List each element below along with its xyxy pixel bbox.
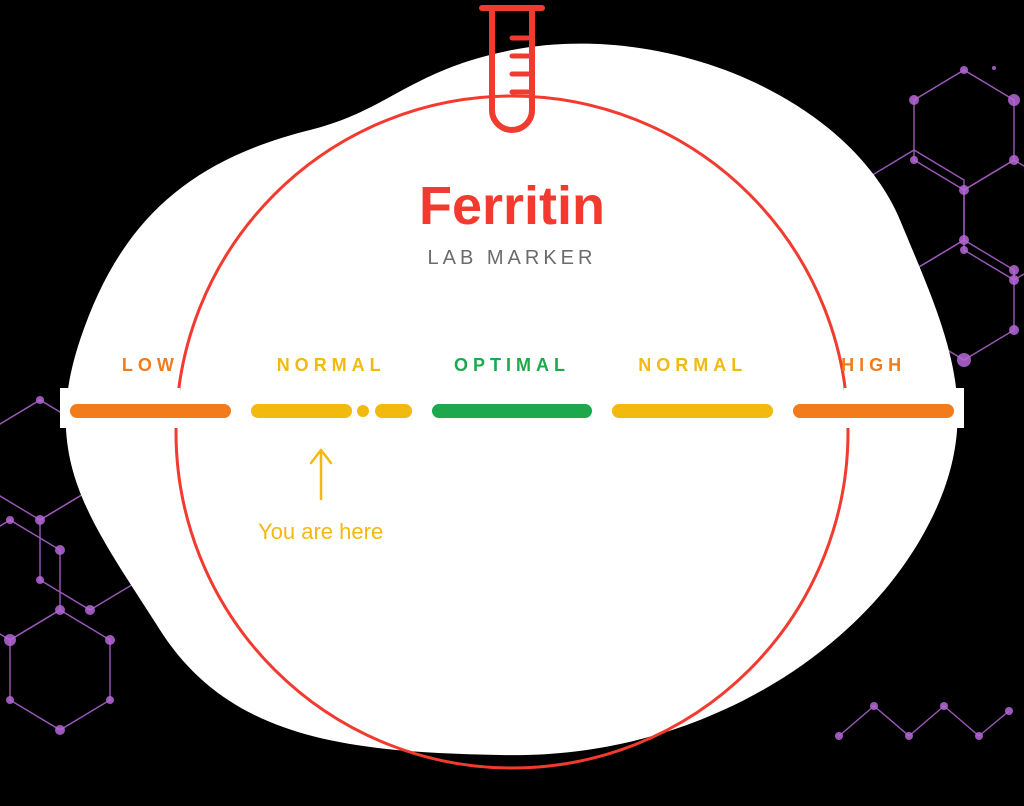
segment-bar	[612, 404, 773, 418]
segment-bar	[432, 404, 593, 418]
segment-label: NORMAL	[277, 355, 386, 376]
segment-low: LOW	[70, 355, 231, 418]
you-are-here-pointer: You are here	[258, 445, 383, 545]
segment-high: HIGH	[793, 355, 954, 418]
segment-normal-high: NORMAL	[612, 355, 773, 418]
segment-label: LOW	[122, 355, 179, 376]
segment-label: HIGH	[841, 355, 906, 376]
range-scale: LOW NORMAL OPTIMAL NORMAL HIGH	[50, 355, 974, 418]
segment-bar	[70, 404, 231, 418]
segment-normal-low: NORMAL	[251, 355, 412, 418]
segment-label: OPTIMAL	[454, 355, 570, 376]
marker-dot	[357, 405, 369, 417]
segment-bar-with-marker	[251, 404, 412, 418]
segment-label: NORMAL	[638, 355, 747, 376]
test-tube-icon	[472, 0, 552, 140]
marker-title: Ferritin	[0, 175, 1024, 237]
arrow-up-icon	[307, 445, 335, 501]
marker-subtitle: LAB MARKER	[0, 247, 1024, 270]
pointer-label: You are here	[258, 519, 383, 545]
segment-bar	[793, 404, 954, 418]
segment-optimal: OPTIMAL	[432, 355, 593, 418]
